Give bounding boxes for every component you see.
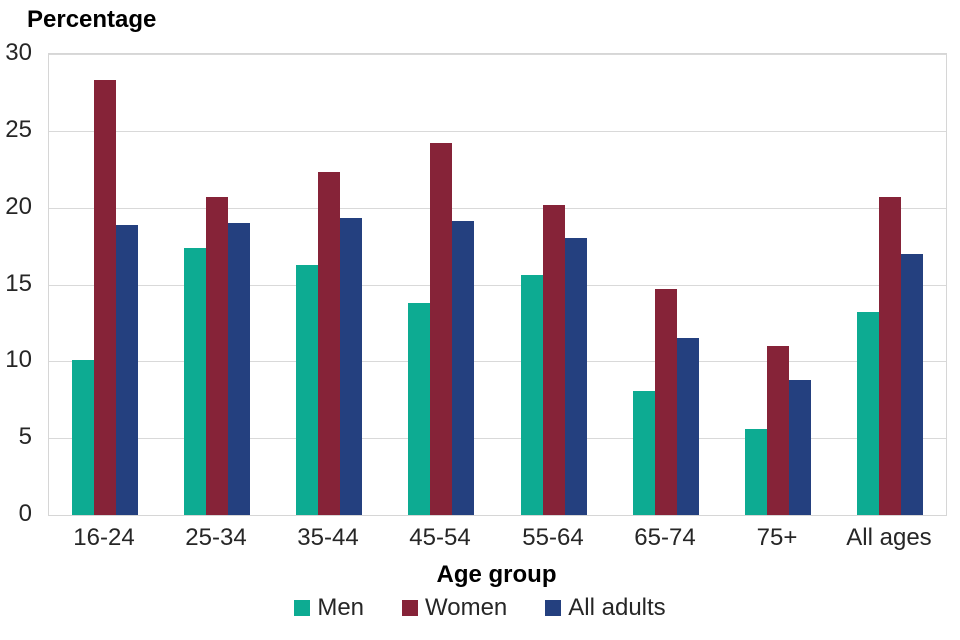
x-tick-label: 55-64 (522, 524, 584, 551)
x-tick-label: All ages (846, 524, 932, 551)
bar-men (408, 303, 430, 515)
y-tick-label: 30 (5, 39, 32, 66)
legend-label: All adults (568, 594, 666, 621)
x-axis-title: Age group (436, 561, 557, 588)
bar-men (296, 265, 318, 515)
legend-swatch-icon (294, 600, 311, 616)
gridline (49, 361, 946, 363)
bar-all-adults (677, 338, 699, 515)
bar-all-adults (452, 221, 474, 515)
x-tick-label: 65-74 (634, 524, 696, 551)
bar-all-adults (340, 218, 362, 515)
bar-all-adults (901, 254, 923, 515)
bar-women (655, 289, 677, 515)
bar-men (745, 429, 767, 515)
legend-label: Women (425, 594, 508, 621)
bar-all-adults (116, 225, 138, 515)
bar-men (184, 248, 206, 515)
gridline (49, 54, 946, 55)
x-tick-label: 25-34 (185, 524, 247, 551)
bar-women (94, 80, 116, 515)
legend-swatch-icon (545, 600, 562, 616)
bar-women (206, 197, 228, 515)
x-tick-label: 35-44 (297, 524, 359, 551)
y-tick-label: 5 (18, 423, 32, 450)
bar-all-adults (789, 380, 811, 515)
legend-swatch-icon (402, 600, 419, 616)
y-tick-label: 25 (5, 116, 32, 143)
bar-men (72, 360, 94, 515)
legend-item: All adults (545, 594, 666, 622)
gridline (49, 438, 946, 440)
y-axis-title: Percentage (27, 6, 157, 33)
y-tick-label: 10 (5, 346, 32, 373)
x-tick-label: 16-24 (73, 524, 135, 551)
bar-men (857, 312, 879, 515)
x-tick-label: 45-54 (409, 524, 471, 551)
bar-men (521, 275, 543, 515)
legend-item: Women (402, 594, 507, 622)
plot-area (48, 53, 947, 516)
legend-label: Men (317, 594, 365, 621)
gridline (49, 207, 946, 209)
x-tick-label: 75+ (756, 524, 798, 551)
y-tick-label: 20 (5, 193, 32, 220)
bar-women (430, 143, 452, 515)
bar-women (543, 205, 565, 515)
y-tick-label: 0 (18, 500, 32, 527)
bar-all-adults (565, 238, 587, 515)
legend-item: Men (294, 594, 364, 622)
gridline (49, 130, 946, 132)
bar-men (633, 391, 655, 515)
gridline (49, 284, 946, 286)
bar-women (879, 197, 901, 515)
bar-all-adults (228, 223, 250, 515)
bar-women (767, 346, 789, 515)
bar-women (318, 172, 340, 515)
y-tick-label: 15 (5, 270, 32, 297)
legend: Men Women All adults (0, 594, 960, 622)
